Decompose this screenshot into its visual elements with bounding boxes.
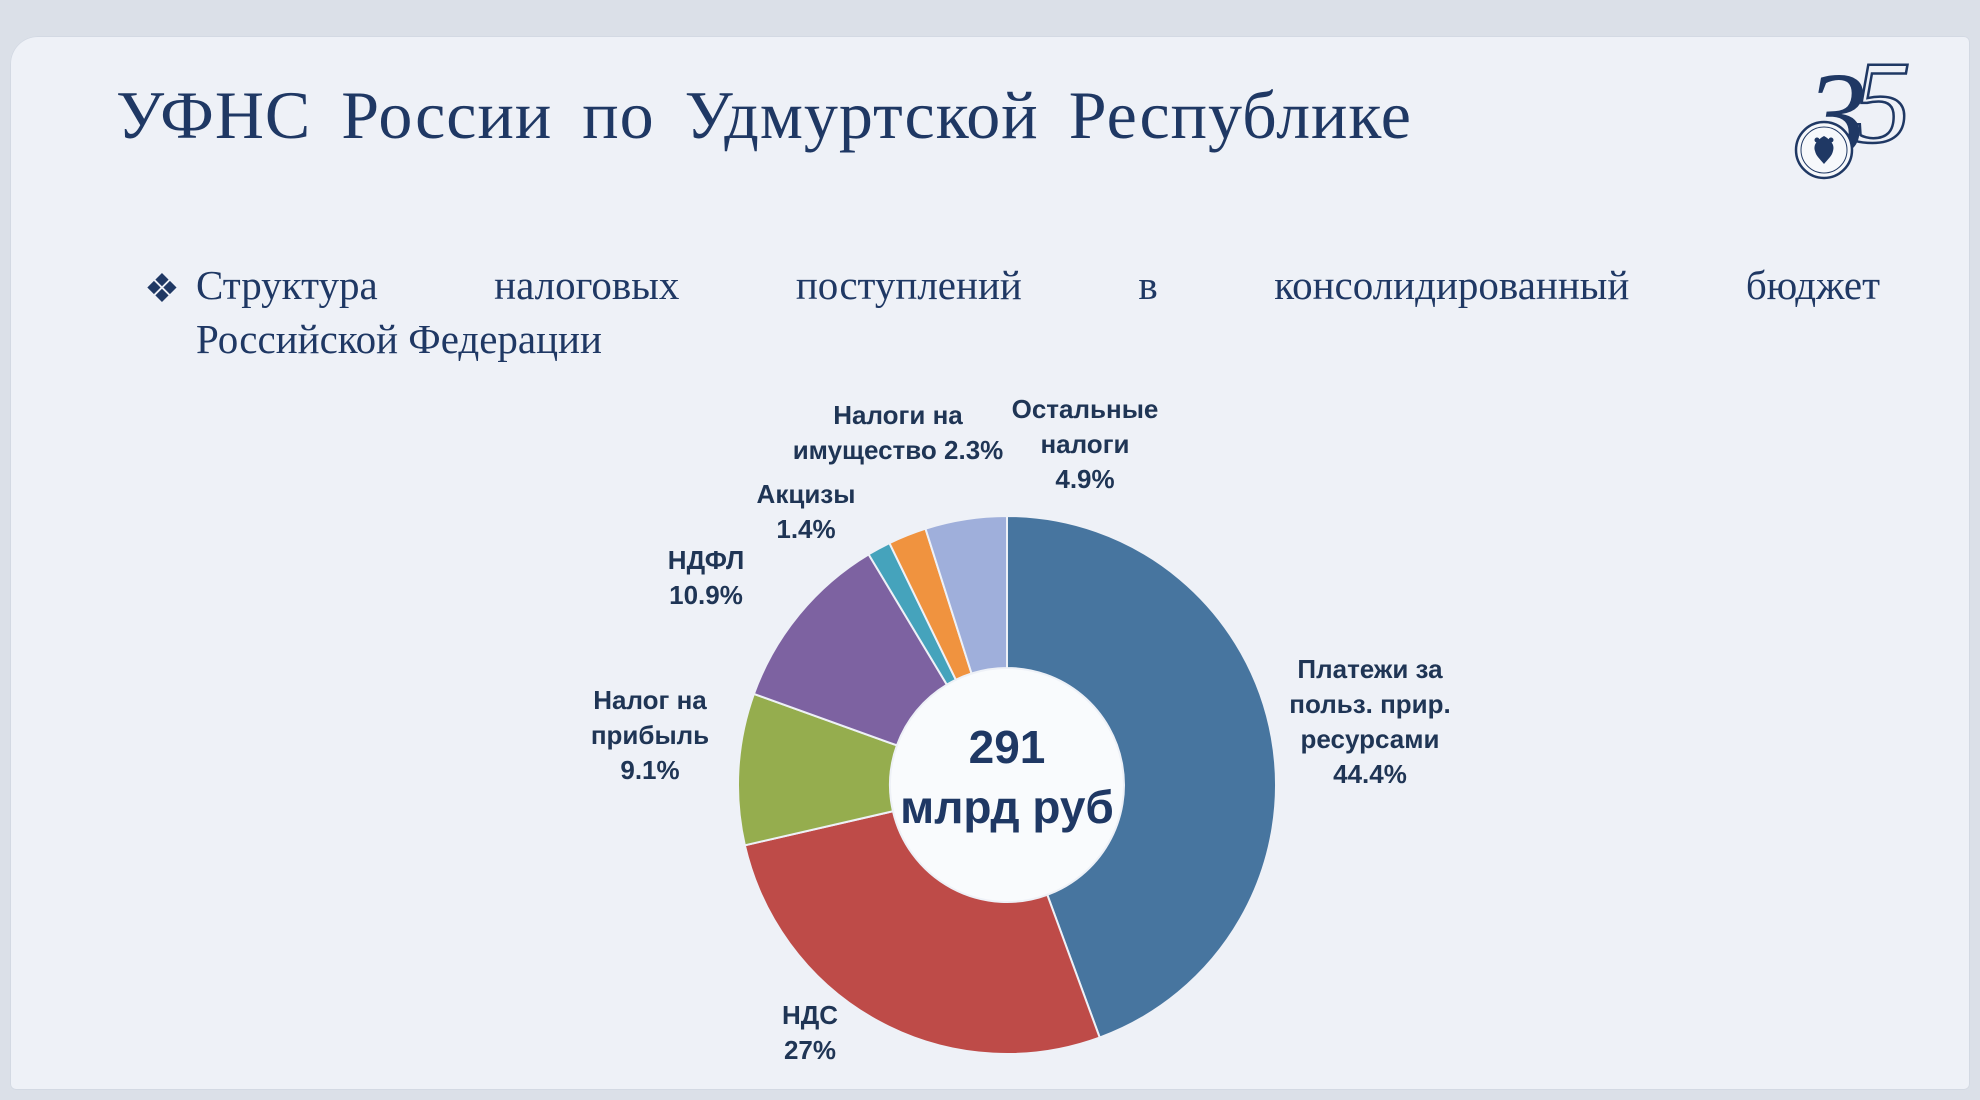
subtitle-line-2: Российской Федерации (196, 316, 602, 363)
fns-eagle-head-left (1814, 137, 1820, 143)
pie-slice-2 (743, 810, 1101, 1056)
chart-center-total: 291 млрд руб (900, 721, 1114, 833)
label-profit-tax: Налог на прибыль 9.1% (590, 685, 710, 786)
donut-chart (717, 495, 1297, 1075)
donut-chart-svg (737, 514, 1278, 1056)
label-other-taxes: Остальные налоги 4.9% (1011, 394, 1159, 495)
subtitle-line-1: Структура налоговых поступлений в консол… (196, 262, 1880, 308)
pie-slice-7 (924, 514, 1008, 675)
diamond-bullet-icon: ❖ (144, 267, 180, 311)
logo-digit-5: 5 (1852, 38, 1911, 168)
donut-hole (890, 668, 1124, 902)
anniversary-logo-graphic: 3 5 (1794, 36, 1912, 183)
pie-slice-1 (1006, 514, 1278, 1039)
fns-emblem-inner-ring (1800, 126, 1848, 174)
label-nds: НДС 27% (781, 1000, 839, 1066)
fns-eagle-emblem-icon (1814, 136, 1834, 164)
subtitle: Структура налоговых поступлений в консол… (196, 258, 1880, 366)
label-ndfl: НДФЛ 10.9% (667, 545, 745, 611)
page-title: УФНС России по Удмуртской Республике (116, 77, 1412, 153)
label-natural-resources: Платежи за польз. прир. ресурсами 44.4% (1289, 654, 1451, 790)
anniversary-logo: 3 5 (1786, 36, 1936, 188)
donut-slices (737, 514, 1278, 1056)
label-property-tax: Налоги на имущество 2.3% (792, 400, 1004, 466)
pie-slice-4 (752, 552, 949, 747)
label-excise: Акцизы 1.4% (756, 479, 856, 545)
fns-eagle-head-right (1828, 137, 1834, 143)
